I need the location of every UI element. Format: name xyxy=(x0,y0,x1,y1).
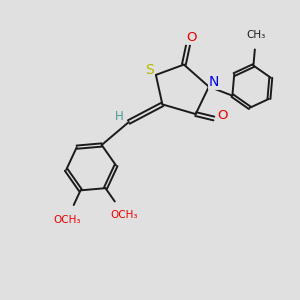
Text: OCH₃: OCH₃ xyxy=(53,215,81,225)
Text: O: O xyxy=(217,109,227,122)
Text: O: O xyxy=(186,31,196,44)
Text: N: N xyxy=(209,75,219,89)
Text: CH₃: CH₃ xyxy=(247,30,266,40)
Text: OCH₃: OCH₃ xyxy=(110,210,138,220)
Text: H: H xyxy=(114,110,123,123)
Text: S: S xyxy=(145,64,154,77)
